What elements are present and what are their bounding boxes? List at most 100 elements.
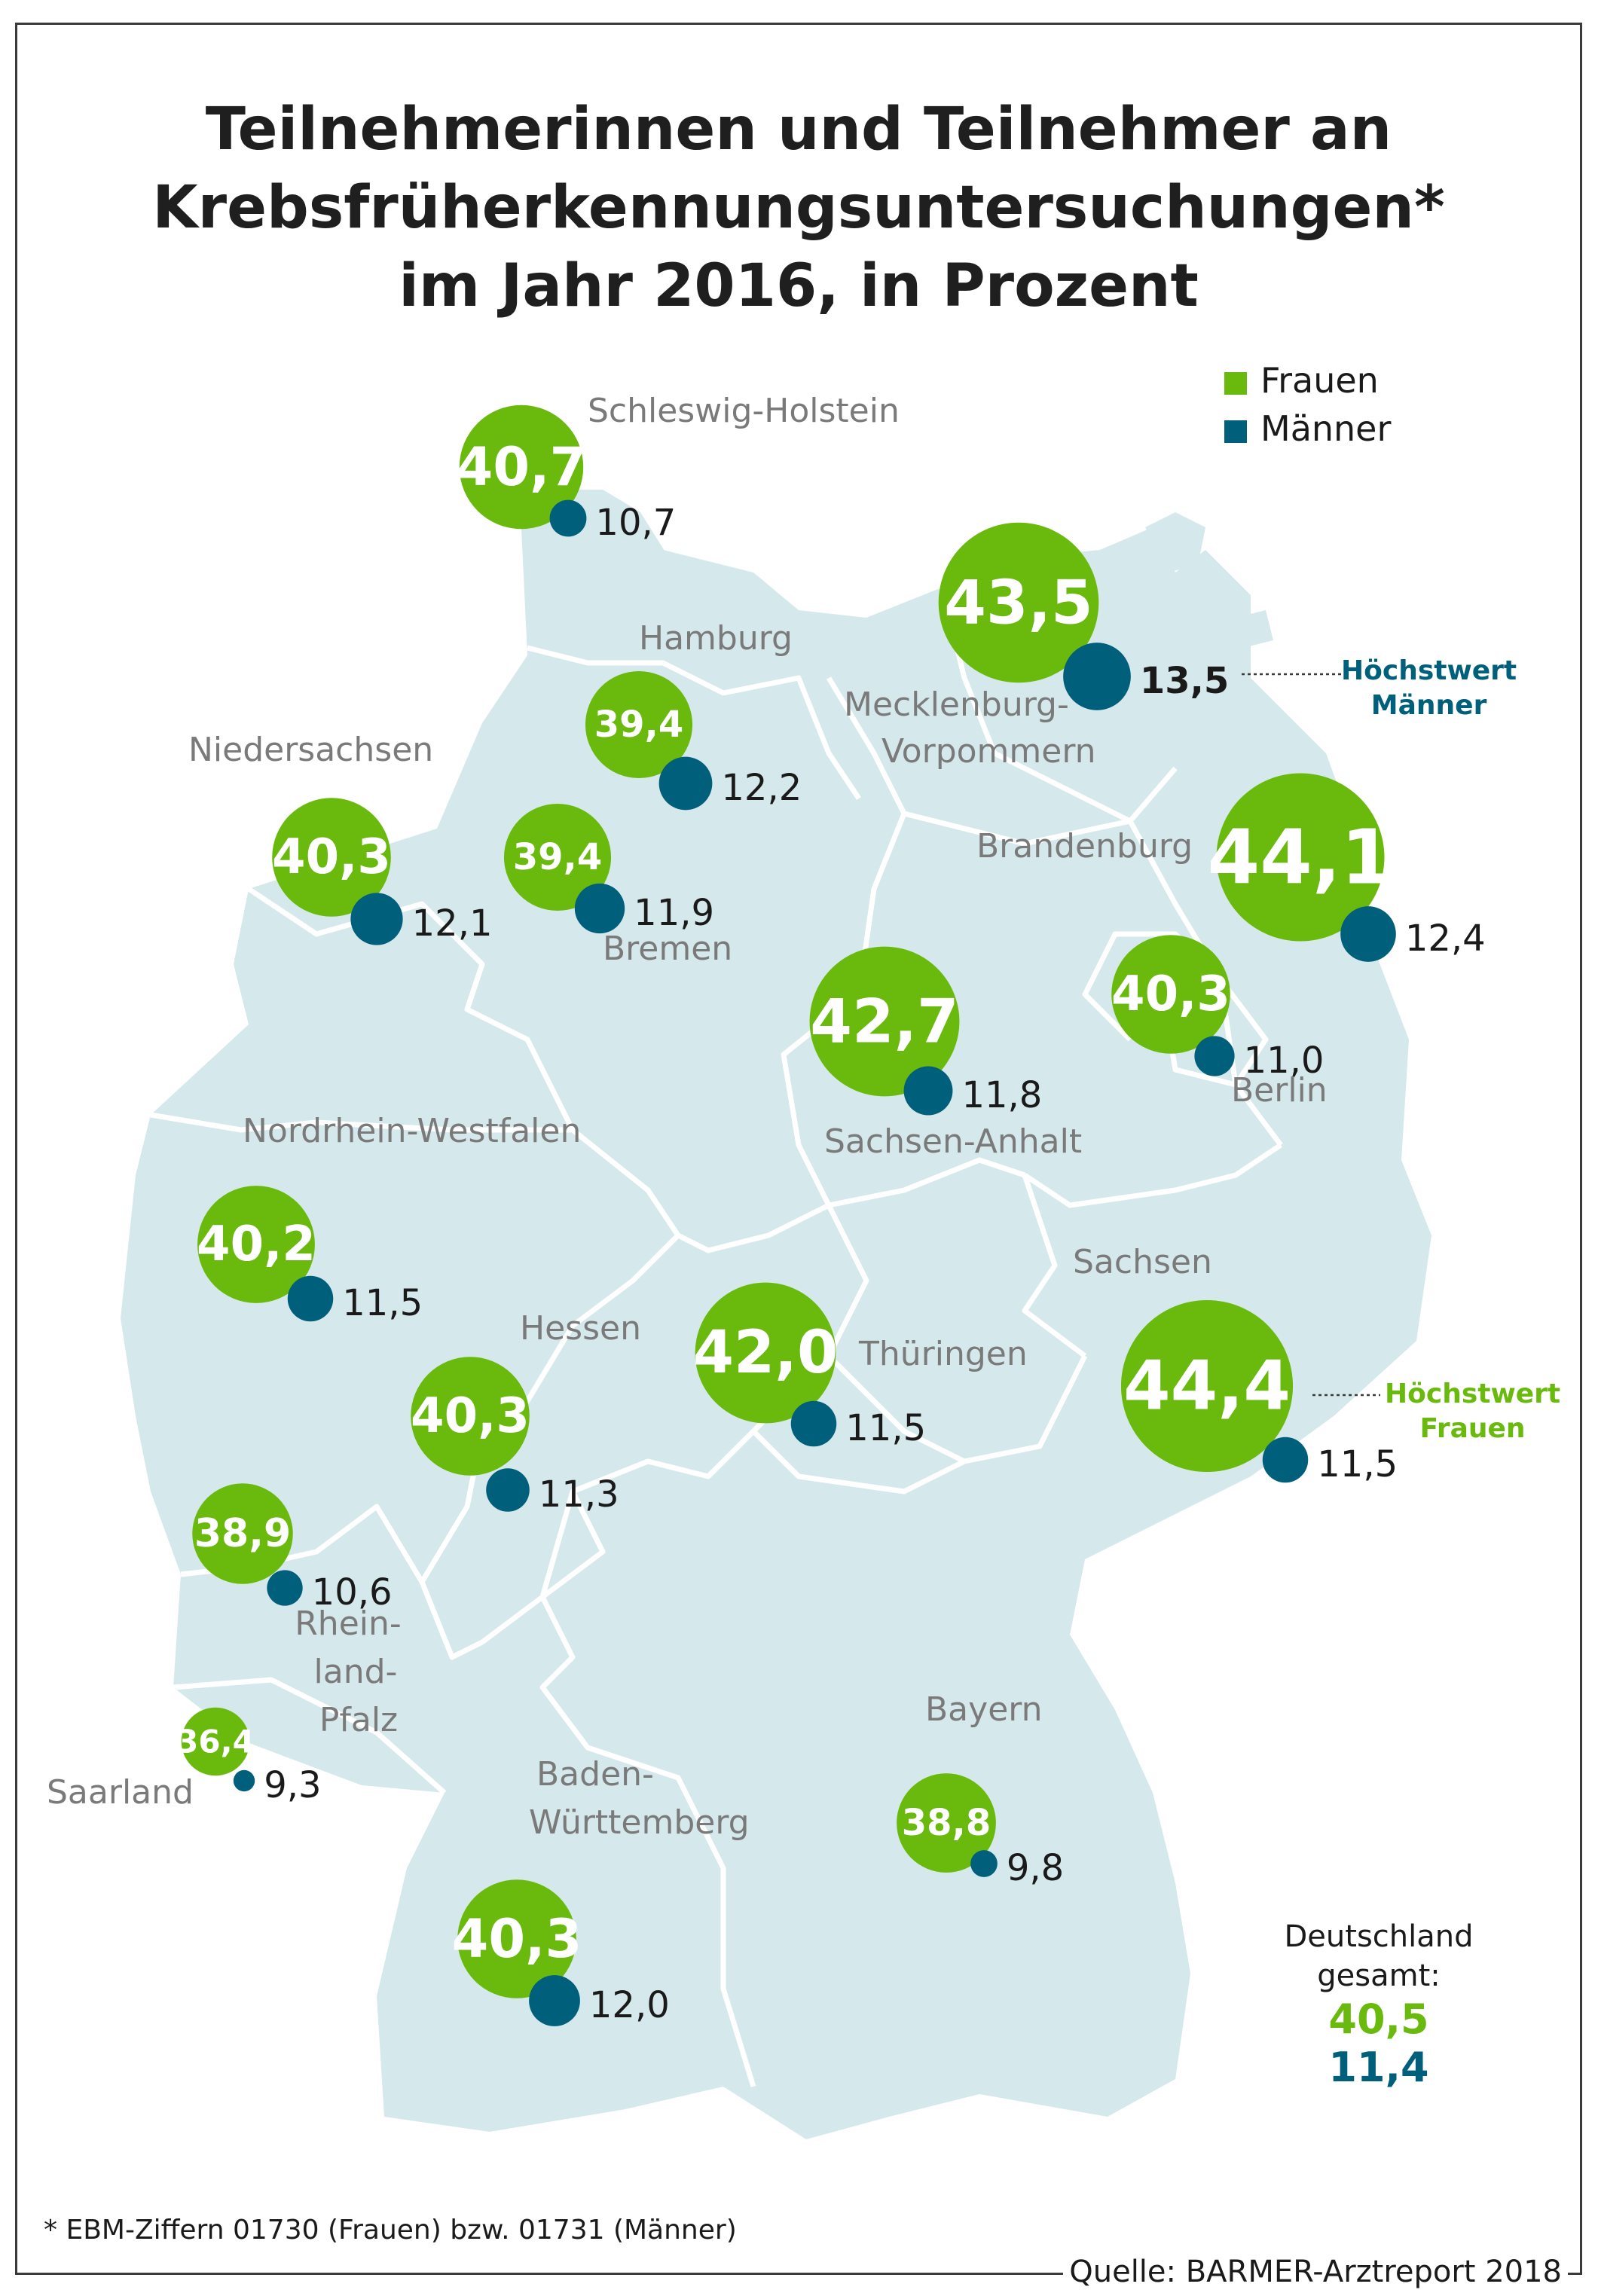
maenner-value: 11,8: [961, 1074, 1042, 1116]
state-bb: 44,1 12,4 Brandenburg: [976, 773, 1486, 962]
frauen-value: 43,5: [944, 568, 1092, 638]
footnote: * EBM-Ziffern 01730 (Frauen) bzw. 01731 …: [44, 2215, 737, 2246]
state-label: Saarland: [47, 1773, 194, 1812]
hoechstwert-frauen-line-1: Höchstwert: [1385, 1379, 1561, 1409]
state-sl: 36,49,3 Saarland: [47, 1707, 322, 1812]
frauen-value: 40,3: [1111, 966, 1230, 1022]
frauen-bubble: [459, 405, 584, 530]
frauen-value: 36,4: [176, 1724, 255, 1760]
maenner-bubble: [233, 1769, 255, 1792]
state-label: Schleswig-Holstein: [588, 392, 900, 430]
deutschland-label-line-1: Deutschland: [1284, 1919, 1474, 1954]
state-label: Thüringen: [858, 1335, 1028, 1373]
schleswig-holstein-peninsula: [527, 490, 753, 716]
state-label: Mecklenburg-: [844, 685, 1069, 724]
state-label: Vorpommern: [881, 732, 1096, 771]
deutschland-frauen-value: 40,5: [1328, 1995, 1429, 2043]
frauen-value: 44,4: [1123, 1347, 1291, 1426]
state-borders: [150, 587, 1283, 2088]
maenner-value: 11,5: [1317, 1443, 1398, 1485]
frauen-bubble: [695, 1282, 836, 1424]
state-label: Nordrhein-Westfalen: [243, 1112, 581, 1150]
maenner-value: 9,8: [1007, 1847, 1064, 1889]
state-label: Sachsen-Anhalt: [824, 1122, 1082, 1161]
hoechstwert-frauen-line-2: Frauen: [1419, 1413, 1526, 1444]
frauen-value: 42,7: [810, 987, 958, 1057]
maenner-value: 11,3: [539, 1473, 619, 1516]
state-by: 38,8 9,8 Bayern: [897, 1690, 1064, 1889]
frauen-bubble: [938, 522, 1099, 683]
maenner-value: 12,1: [412, 902, 493, 945]
source: Quelle: BARMER-Arztreport 2018: [1063, 2255, 1568, 2289]
state-bw: 40,312,0 Baden- Württemberg: [452, 1755, 750, 2026]
maenner-bubble: [658, 756, 713, 811]
maenner-value: 11,0: [1244, 1040, 1325, 1082]
deutschland-gesamt: Deutschland gesamt: 40,5 11,4: [1266, 1917, 1492, 2092]
maenner-bubble: [350, 893, 403, 945]
bubble-layer: 40,710,7 Schleswig-Holstein 39,4 12,2 Hambur…: [47, 392, 1486, 2026]
frauen-value: 39,4: [594, 704, 683, 746]
maenner-value: 11,9: [634, 892, 714, 934]
state-hh: 39,4 12,2 Hamburg: [585, 619, 802, 811]
maenner-bubble: [1340, 906, 1396, 962]
state-sh: 40,710,7 Schleswig-Holstein: [457, 392, 900, 544]
state-st: 42,711,8 Sachsen-Anhalt: [809, 946, 1082, 1161]
maenner-value: 9,3: [264, 1764, 321, 1806]
maenner-value: 11,5: [342, 1282, 423, 1324]
maenner-value: 12,0: [589, 1984, 670, 2026]
maenner-value: 10,7: [595, 502, 676, 544]
state-label: Rhein-: [295, 1604, 402, 1643]
frauen-bubble: [197, 1186, 315, 1303]
maenner-bubble: [549, 499, 587, 537]
frauen-bubble: [809, 946, 960, 1097]
deutschland-label-line-2: gesamt:: [1317, 1959, 1441, 1993]
state-label: Hamburg: [639, 619, 793, 658]
state-label: Berlin: [1231, 1071, 1328, 1110]
legend-frauen: Frauen: [1224, 360, 1379, 401]
state-th: 42,011,5 Thüringen: [693, 1282, 1028, 1449]
maenner-value: 13,5: [1140, 660, 1229, 702]
state-he: 40,311,3 Hessen: [411, 1309, 641, 1516]
maenner-bubble: [970, 1850, 998, 1877]
maenner-bubble: [574, 883, 625, 934]
frauen-value: 40,3: [272, 829, 391, 885]
state-label: Bayern: [925, 1690, 1042, 1729]
state-label: Hessen: [520, 1309, 641, 1348]
figure-frame: [15, 23, 1582, 2275]
state-mv: 43,5 13,5 Mecklenburg- Vorpommern: [844, 522, 1229, 771]
frauen-bubble: [192, 1483, 293, 1584]
frauen-bubble: [1216, 773, 1385, 942]
frauen-value: 40,2: [197, 1217, 316, 1272]
maenner-bubble: [529, 1975, 580, 2026]
hoechstwert-frauen: Höchstwert Frauen: [1385, 1377, 1560, 1446]
frauen-value: 39,4: [513, 836, 602, 878]
frauen-value: 38,8: [902, 1802, 991, 1844]
maenner-bubble: [1063, 643, 1131, 710]
title-line-2: Krebsfrüherkennungsuntersuchungen*: [152, 174, 1445, 242]
maenner-value: 10,6: [312, 1571, 393, 1614]
state-label: Brandenburg: [976, 827, 1193, 866]
hoechstwert-maenner-line-2: Männer: [1370, 690, 1487, 721]
frauen-bubble: [585, 670, 693, 779]
frauen-bubble: [1120, 1299, 1294, 1473]
state-nw: 40,2 11,5 Nordrhein-Westfalen: [197, 1112, 581, 1324]
maenner-value: 12,4: [1405, 917, 1486, 960]
frauen-value: 40,7: [457, 436, 587, 498]
title-line-1: Teilnehmerinnen und Teilnehmer an: [205, 96, 1392, 163]
fehmarn-island: [1236, 610, 1273, 648]
maenner-bubble: [1194, 1036, 1235, 1076]
maenner-bubble: [486, 1468, 530, 1512]
state-label: Baden-: [536, 1755, 654, 1794]
maenner-bubble: [903, 1066, 953, 1116]
legend-maenner-label: Männer: [1260, 408, 1392, 449]
state-sn: 44,4 11,5 Sachsen: [1073, 1243, 1398, 1485]
frauen-value: 42,0: [693, 1319, 838, 1387]
frauen-bubble: [897, 1773, 996, 1873]
state-label: Bremen: [603, 930, 732, 968]
state-label: Pfalz: [319, 1701, 398, 1739]
legend-frauen-label: Frauen: [1260, 360, 1379, 401]
frauen-value: 40,3: [411, 1388, 530, 1444]
